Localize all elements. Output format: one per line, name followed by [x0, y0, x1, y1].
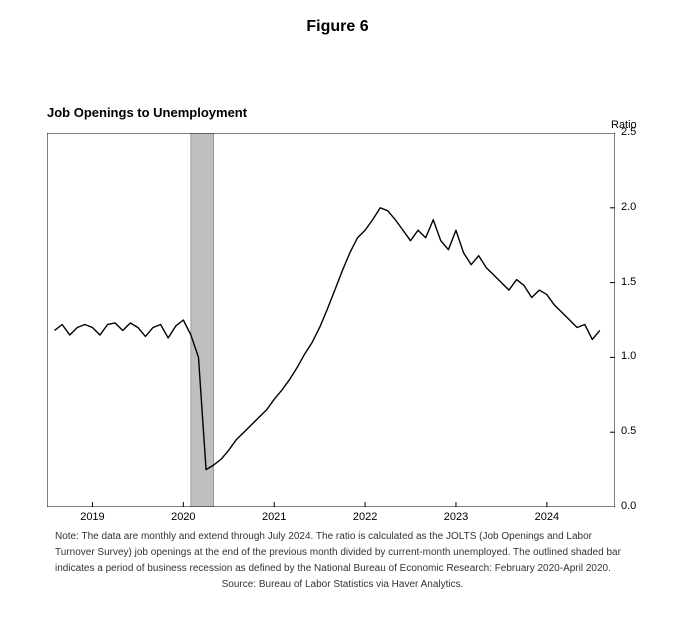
chart-plot-area	[47, 133, 615, 507]
y-tick-label: 1.5	[621, 276, 636, 288]
x-tick-label: 2023	[444, 511, 468, 523]
y-tick-label: 1.0	[621, 350, 636, 362]
note-line-2: Turnover Survey) job openings at the end…	[55, 545, 630, 561]
chart-notes: Note: The data are monthly and extend th…	[55, 529, 630, 593]
x-tick-label: 2024	[535, 511, 559, 523]
x-tick-label: 2021	[262, 511, 286, 523]
note-line-4: Source: Bureau of Labor Statistics via H…	[55, 577, 630, 593]
note-line-1: Note: The data are monthly and extend th…	[55, 529, 630, 545]
x-tick-label: 2019	[80, 511, 104, 523]
y-tick-label: 0.5	[621, 425, 636, 437]
note-line-3: indicates a period of business recession…	[55, 561, 630, 577]
x-tick-label: 2020	[171, 511, 195, 523]
y-tick-label: 2.0	[621, 201, 636, 213]
line-chart-svg	[47, 133, 615, 507]
chart-title: Job Openings to Unemployment	[47, 105, 247, 120]
figure-label: Figure 6	[0, 18, 675, 36]
y-tick-label: 0.0	[621, 500, 636, 512]
x-tick-label: 2022	[353, 511, 377, 523]
y-tick-label: 2.5	[621, 126, 636, 138]
page: { "figure_label": "Figure 6", "chart": {…	[0, 0, 675, 629]
